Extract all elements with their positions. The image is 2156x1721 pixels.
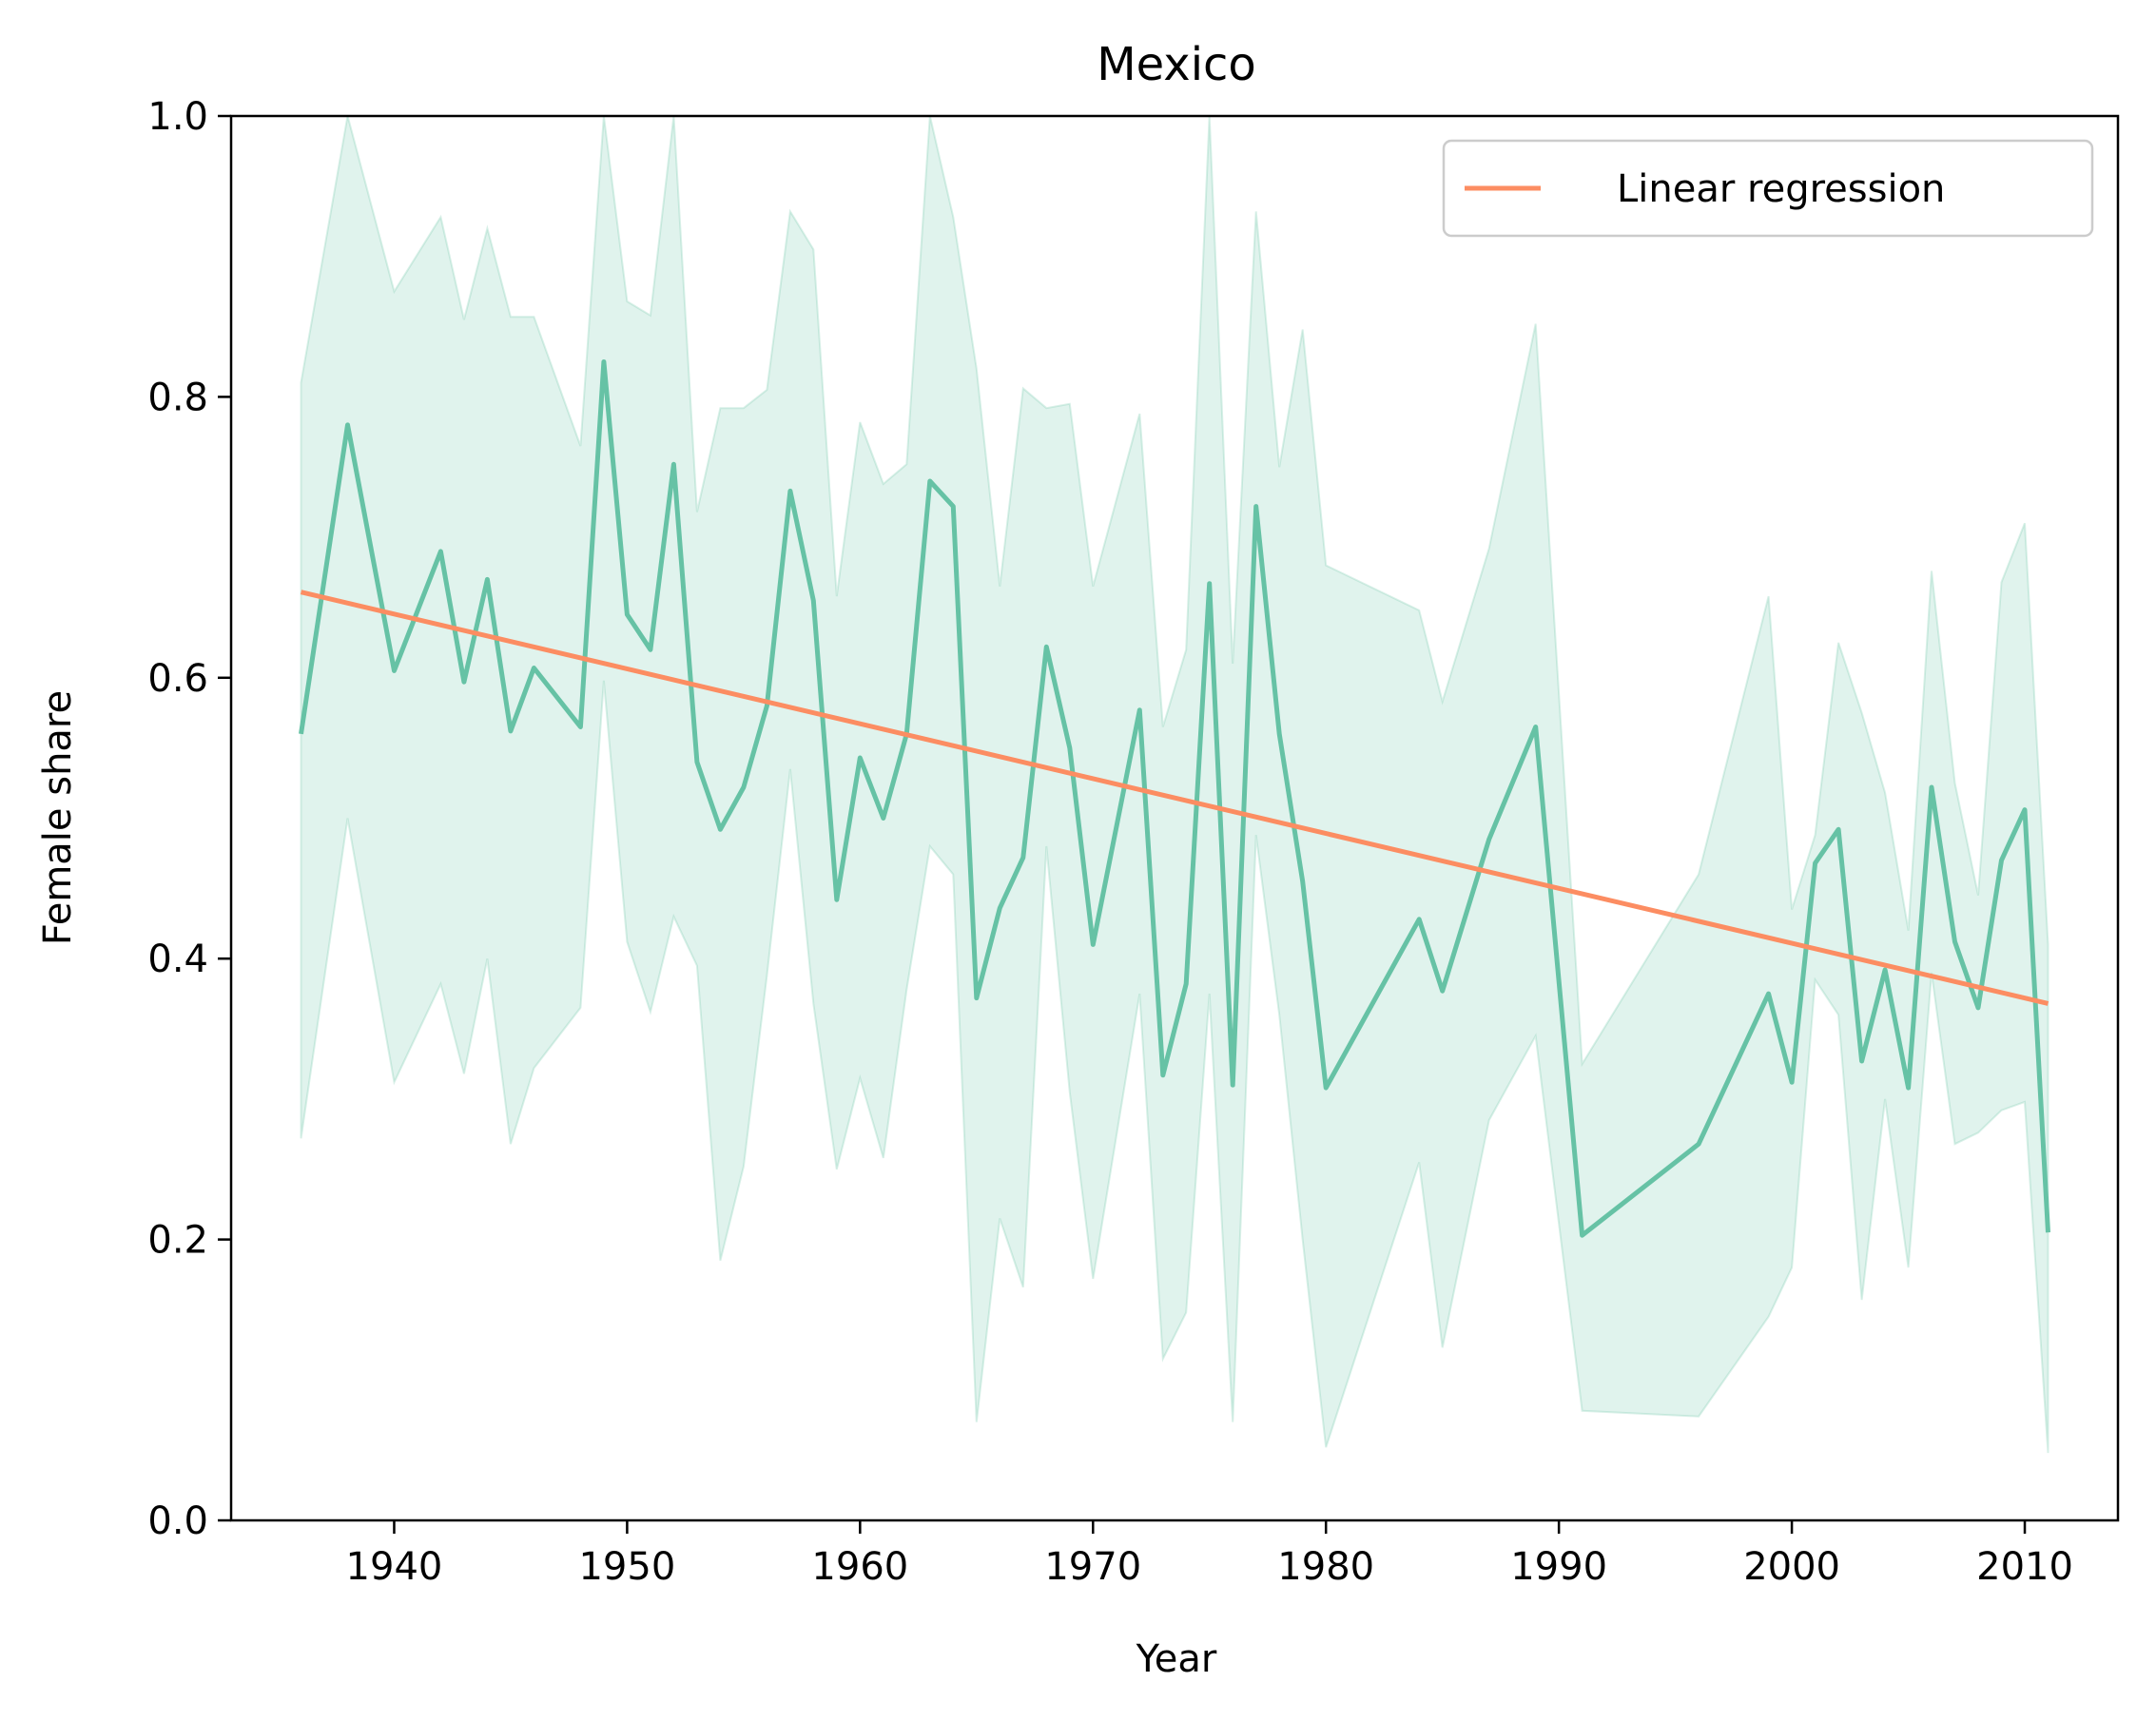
x-tick-label-2010: 2010 xyxy=(1976,1545,2073,1589)
x-tick-label-1990: 1990 xyxy=(1510,1545,1607,1589)
y-tick-label-0.0: 0.0 xyxy=(147,1499,208,1543)
chart-title: Mexico xyxy=(1097,38,1256,91)
confidence-band xyxy=(300,115,2049,1454)
x-axis: 1940 1950 1960 1970 1980 1990 2000 2010 xyxy=(346,1520,2073,1589)
legend-label-regression: Linear regression xyxy=(1617,167,1945,211)
y-tick-label-0.4: 0.4 xyxy=(147,938,208,981)
x-tick-label-1960: 1960 xyxy=(811,1545,908,1589)
x-tick-label-1940: 1940 xyxy=(346,1545,443,1589)
x-tick-label-1970: 1970 xyxy=(1044,1545,1141,1589)
female-share-line xyxy=(299,359,2050,1238)
regression-line xyxy=(300,590,2049,1006)
y-tick-label-1.0: 1.0 xyxy=(147,95,208,139)
y-axis: 0.0 0.2 0.4 0.6 0.8 1.0 xyxy=(147,95,231,1543)
x-tick-label-1950: 1950 xyxy=(578,1545,675,1589)
legend-box xyxy=(1442,139,2094,238)
y-tick-label-0.6: 0.6 xyxy=(147,657,208,701)
x-axis-label: Year xyxy=(1136,1637,1217,1681)
legend: Linear regression xyxy=(1442,139,2094,238)
x-tick-label-1980: 1980 xyxy=(1277,1545,1374,1589)
y-axis-label: Female share xyxy=(36,690,80,945)
y-tick-label-0.2: 0.2 xyxy=(147,1219,208,1263)
plot-frame xyxy=(229,114,2120,1522)
x-tick-label-2000: 2000 xyxy=(1743,1545,1840,1589)
plot-area xyxy=(229,114,2120,1522)
y-tick-label-0.8: 0.8 xyxy=(147,376,208,419)
